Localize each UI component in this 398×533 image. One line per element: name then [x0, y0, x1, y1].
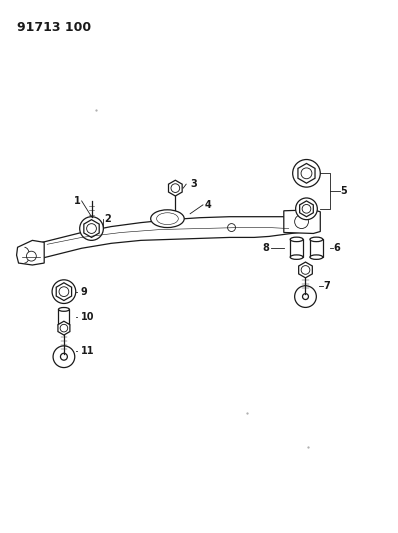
Text: 91713 100: 91713 100 — [17, 21, 91, 35]
Polygon shape — [58, 321, 70, 335]
Text: 5: 5 — [340, 186, 347, 196]
Polygon shape — [284, 210, 320, 233]
Circle shape — [60, 353, 67, 360]
Circle shape — [171, 184, 179, 192]
Polygon shape — [298, 164, 315, 183]
Circle shape — [304, 206, 309, 212]
Circle shape — [304, 171, 309, 176]
Text: 3: 3 — [190, 179, 197, 189]
Text: 8: 8 — [262, 243, 269, 253]
Polygon shape — [17, 240, 44, 265]
Polygon shape — [84, 220, 99, 237]
Circle shape — [87, 224, 96, 233]
Ellipse shape — [59, 308, 69, 311]
Circle shape — [301, 168, 312, 179]
Circle shape — [295, 215, 308, 229]
Ellipse shape — [290, 237, 303, 241]
Circle shape — [228, 224, 236, 231]
Bar — [310, 239, 323, 257]
Ellipse shape — [59, 324, 69, 327]
Ellipse shape — [156, 213, 178, 224]
Circle shape — [60, 325, 68, 332]
Text: 2: 2 — [104, 214, 111, 224]
Bar — [290, 239, 303, 257]
Circle shape — [61, 289, 67, 295]
Polygon shape — [30, 217, 308, 262]
Text: 6: 6 — [333, 243, 340, 253]
Circle shape — [59, 287, 69, 296]
Circle shape — [80, 217, 103, 240]
Circle shape — [26, 251, 36, 261]
Ellipse shape — [151, 210, 184, 228]
Text: 10: 10 — [81, 312, 94, 322]
Circle shape — [295, 286, 316, 308]
Circle shape — [301, 265, 310, 274]
Text: 4: 4 — [205, 200, 212, 210]
Ellipse shape — [310, 237, 323, 241]
Circle shape — [302, 205, 311, 213]
Circle shape — [89, 225, 94, 231]
Circle shape — [293, 159, 320, 187]
Text: 11: 11 — [81, 346, 94, 356]
Text: 7: 7 — [323, 281, 330, 290]
Circle shape — [53, 346, 75, 368]
Polygon shape — [300, 201, 313, 217]
Circle shape — [296, 198, 317, 220]
Ellipse shape — [310, 255, 323, 260]
Text: 9: 9 — [81, 287, 88, 297]
Circle shape — [52, 280, 76, 303]
Polygon shape — [298, 262, 312, 278]
Ellipse shape — [290, 255, 303, 260]
Bar — [59, 309, 69, 325]
Polygon shape — [168, 180, 182, 196]
Polygon shape — [56, 283, 72, 301]
Text: 1: 1 — [74, 196, 80, 206]
Circle shape — [302, 294, 308, 300]
